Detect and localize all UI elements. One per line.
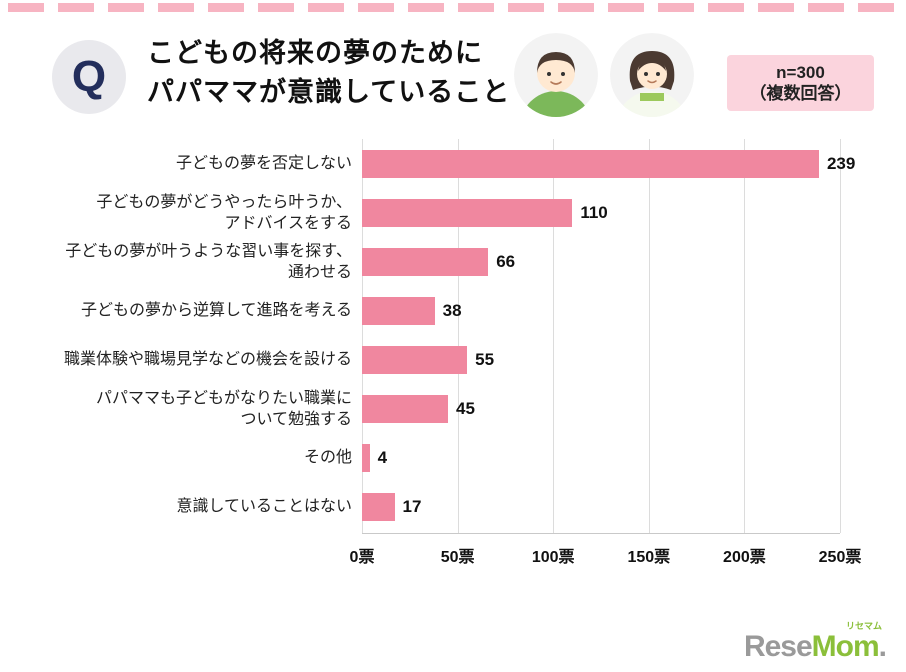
bar-value: 17	[402, 496, 422, 516]
sample-size: n=300	[776, 63, 825, 82]
bar	[362, 345, 468, 374]
decorative-dashed-border	[8, 3, 898, 12]
bar-area: 38	[362, 296, 840, 325]
chart-row: 子どもの夢を否定しない 239	[0, 139, 906, 188]
bar-value: 38	[442, 300, 462, 320]
gridline	[744, 139, 746, 533]
question-icon: Q	[52, 40, 126, 114]
category-label: パパママも子どもがなりたい職業に ついて勉強する	[95, 389, 352, 428]
x-tick-label: 150票	[627, 549, 671, 566]
bar-value: 55	[475, 349, 495, 369]
chart-row: 意識していることはない 17	[0, 482, 906, 531]
sample-size-badge: n=300 （複数回答）	[727, 55, 874, 111]
x-tick-label: 50票	[440, 549, 475, 566]
chart-row: その他 4	[0, 433, 906, 482]
category-label: 子どもの夢が叶うような習い事を探す、 通わせる	[65, 242, 352, 281]
bar	[362, 149, 819, 178]
bar	[362, 296, 435, 325]
answer-type: （複数回答）	[749, 84, 852, 103]
title-line-1: こどもの将来の夢のために	[147, 38, 483, 68]
bar	[362, 198, 573, 227]
x-axis: 0票 50票 100票 150票 200票 250票	[350, 543, 862, 569]
category-label: 意識していることはない	[176, 498, 352, 515]
resemom-logo: リセマム ReseMom.	[743, 621, 887, 663]
bar-area: 55	[362, 345, 840, 374]
logo-katakana: リセマム	[845, 621, 882, 631]
x-tick-label: 200票	[723, 549, 766, 566]
x-tick-label: 250票	[818, 549, 862, 566]
bar-area: 239	[362, 149, 855, 178]
page-title: こどもの将来の夢のために パパママが意識していること	[147, 34, 510, 112]
father-avatar-icon	[514, 33, 598, 117]
gridline	[648, 139, 650, 533]
bar-value: 66	[496, 251, 516, 271]
category-label: 子どもの夢がどうやったら叶うか、 アドバイスをする	[96, 193, 352, 232]
question-letter: Q	[71, 52, 107, 101]
logo-wordmark: ReseMom.	[743, 630, 887, 663]
bar-value: 110	[580, 202, 608, 222]
gridline	[553, 139, 555, 533]
bar-area: 4	[362, 443, 840, 472]
category-label: 職業体験や職場見学などの機会を設ける	[63, 351, 352, 368]
title-line-2: パパママが意識していること	[147, 77, 511, 107]
x-tick-label: 0票	[349, 549, 375, 566]
chart-row: 職業体験や職場見学などの機会を設ける 55	[0, 335, 906, 384]
bar-area: 110	[362, 198, 840, 227]
gridline	[840, 139, 841, 533]
bar-area: 45	[362, 394, 840, 423]
bar-chart: 子どもの夢を否定しない 239 子どもの夢がどうやったら叶うか、 アドバイスをする 11…	[0, 139, 906, 569]
chart-gridlines	[362, 139, 841, 534]
bar-area: 66	[362, 247, 840, 276]
bar	[362, 394, 449, 423]
chart-row: 子どもの夢が叶うような習い事を探す、 通わせる 66	[0, 237, 906, 286]
bar	[362, 247, 489, 276]
bar-value: 4	[377, 447, 388, 467]
chart-row: 子どもの夢がどうやったら叶うか、 アドバイスをする 110	[0, 188, 906, 237]
bar-value: 239	[826, 153, 856, 173]
bar	[362, 443, 370, 472]
category-label: その他	[303, 449, 352, 466]
mother-avatar-icon	[610, 33, 694, 117]
x-tick-label: 100票	[531, 549, 575, 566]
bar-value: 45	[456, 398, 475, 418]
bar	[362, 492, 395, 521]
gridline	[457, 139, 459, 533]
category-label: 子どもの夢を否定しない	[175, 155, 352, 172]
chart-rows: 子どもの夢を否定しない 239 子どもの夢がどうやったら叶うか、 アドバイスをする 11…	[0, 139, 906, 531]
category-label: 子どもの夢から逆算して進路を考える	[80, 302, 352, 319]
bar-area: 17	[362, 492, 840, 521]
gridline	[362, 139, 363, 533]
chart-row: パパママも子どもがなりたい職業に ついて勉強する 45	[0, 384, 906, 433]
chart-row: 子どもの夢から逆算して進路を考える 38	[0, 286, 906, 335]
